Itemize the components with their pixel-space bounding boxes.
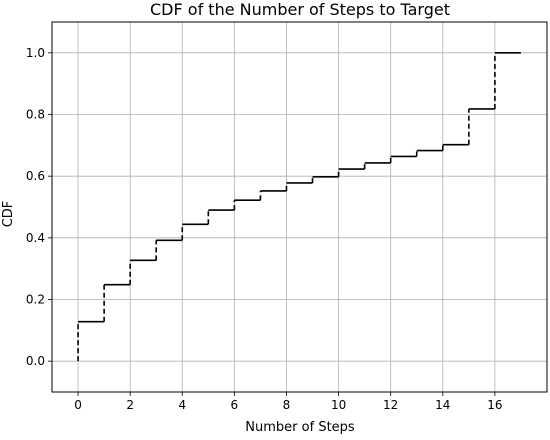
x-tick-label: 14 <box>435 398 450 412</box>
grid-layer <box>52 22 547 392</box>
x-tick-label: 4 <box>178 398 186 412</box>
x-tick-label: 6 <box>231 398 239 412</box>
y-tick-label: 1.0 <box>26 46 45 60</box>
x-tick-label: 0 <box>74 398 82 412</box>
x-tick-label: 12 <box>383 398 398 412</box>
y-tick-label: 0.6 <box>26 169 45 183</box>
x-tick-label: 8 <box>283 398 291 412</box>
x-tick-label: 16 <box>487 398 502 412</box>
x-tick-label: 10 <box>331 398 346 412</box>
series-layer <box>77 52 521 362</box>
x-axis: 0 2 4 6 8 10 12 14 16 <box>74 392 503 412</box>
y-tick-label: 0.2 <box>26 293 45 307</box>
y-tick-label: 0.4 <box>26 231 45 245</box>
y-axis-label: CDF <box>1 201 16 228</box>
y-axis: 0.0 0.2 0.4 0.6 0.8 1.0 <box>26 46 52 368</box>
x-axis-label: Number of Steps <box>245 420 355 435</box>
x-tick-label: 2 <box>126 398 134 412</box>
y-tick-label: 0.8 <box>26 108 45 122</box>
plot-frame <box>51 21 548 393</box>
chart-title: CDF of the Number of Steps to Target <box>150 0 450 19</box>
y-tick-label: 0.0 <box>26 354 45 368</box>
